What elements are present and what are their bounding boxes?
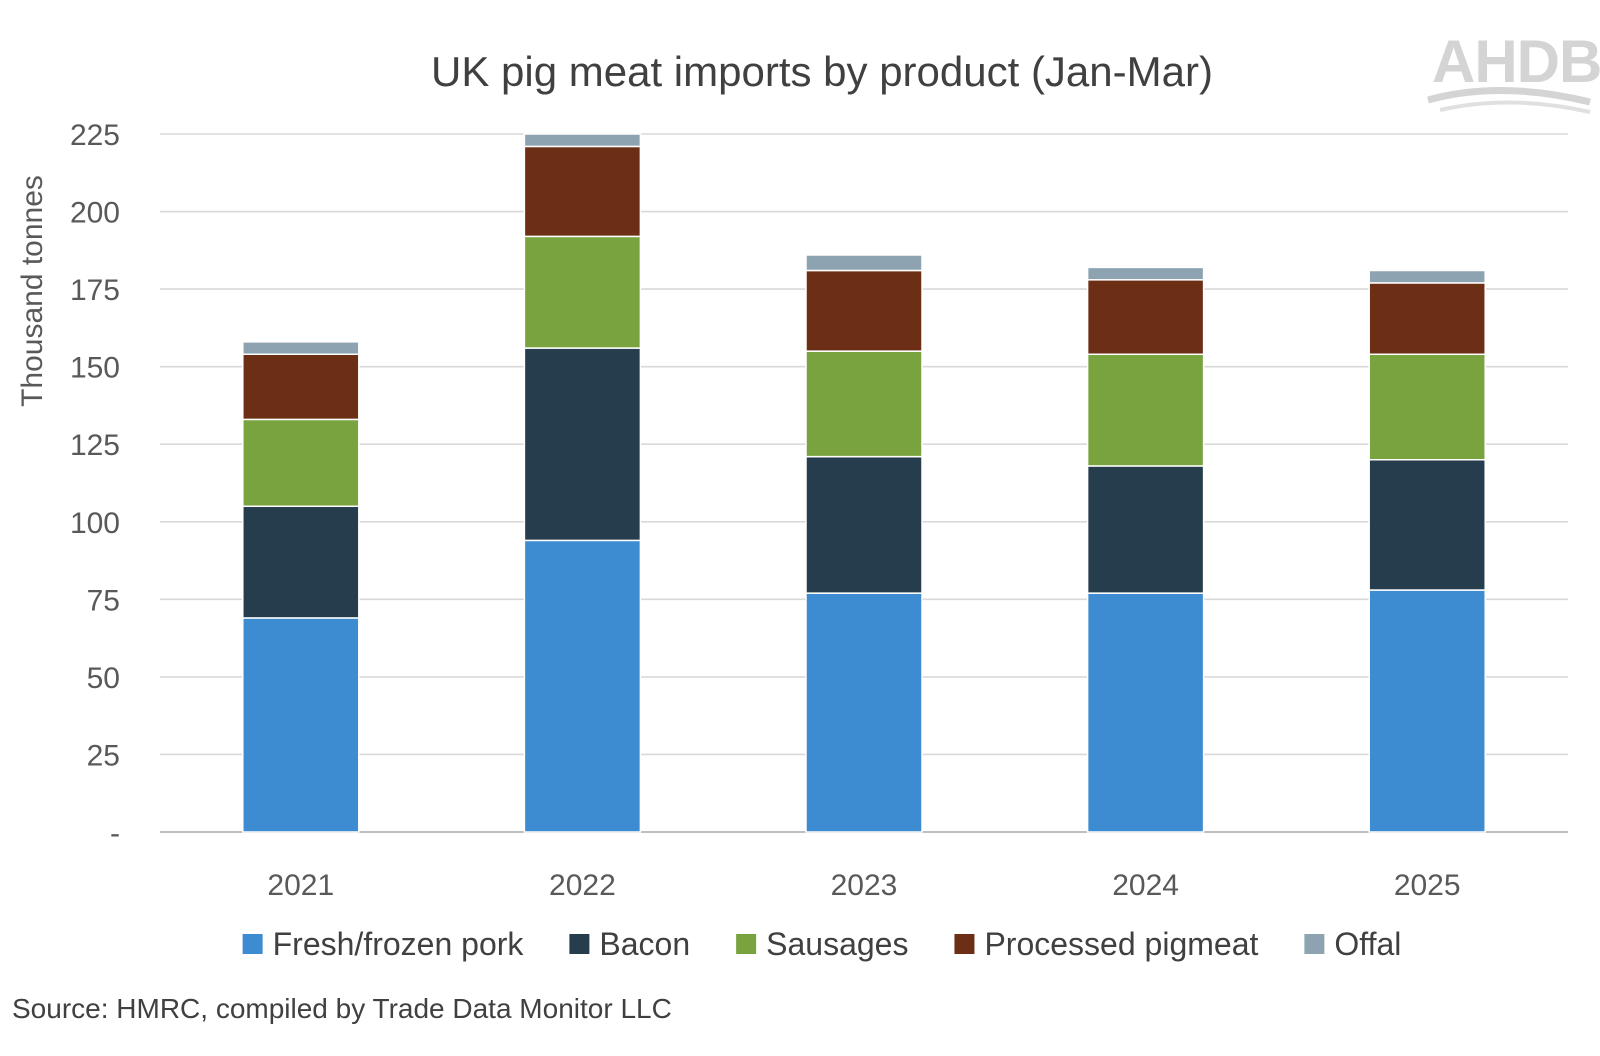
bar-segment-fresh-frozen-pork	[805, 592, 923, 833]
y-tick-label: 225	[70, 119, 120, 152]
bar-segment-sausages	[242, 418, 360, 508]
ahdb-logo: AHDB	[1427, 28, 1600, 114]
y-tick-label: 50	[87, 662, 120, 695]
bar-segment-bacon	[805, 455, 923, 594]
y-tick-label: 125	[70, 429, 120, 462]
bar-segment-processed-pigmeat	[523, 145, 642, 238]
bar-segment-bacon	[242, 505, 360, 619]
logo-text: AHDB	[1432, 28, 1600, 95]
bar-segment-bacon	[523, 347, 642, 542]
legend-item-fresh-frozen-pork: Fresh/frozen pork	[242, 926, 525, 962]
legend: Fresh/frozen pork Bacon Sausages Processed …	[242, 926, 1401, 962]
legend-label: Offal	[1334, 926, 1401, 962]
bar-segment-bacon	[1086, 465, 1205, 594]
logo-swoosh	[1427, 86, 1591, 106]
bar-stack-2024	[1086, 266, 1205, 833]
legend-swatch	[569, 934, 590, 954]
chart-title: UK pig meat imports by product (Jan-Mar)	[431, 48, 1213, 95]
legend-swatch	[1304, 934, 1325, 954]
y-tick-label: 75	[87, 584, 120, 617]
bar-segment-offal	[805, 254, 923, 272]
y-tick-label: -	[110, 817, 120, 850]
bar-segment-processed-pigmeat	[242, 353, 360, 421]
bar-segment-processed-pigmeat	[1086, 279, 1205, 356]
y-tick-label: 175	[70, 274, 120, 307]
x-tick-label: 2022	[549, 869, 616, 902]
bar-segment-fresh-frozen-pork	[523, 539, 642, 833]
bar-segment-sausages	[1368, 353, 1486, 461]
bar-segment-fresh-frozen-pork	[1368, 589, 1486, 833]
legend-item-bacon: Bacon	[569, 926, 690, 962]
legend-label: Fresh/frozen pork	[273, 926, 525, 962]
bar-segment-offal	[1368, 269, 1486, 284]
legend-label: Processed pigmeat	[984, 926, 1258, 962]
source-note: Source: HMRC, compiled by Trade Data Mon…	[12, 993, 672, 1024]
legend-swatch	[242, 934, 263, 954]
y-tick-label: 150	[70, 352, 120, 385]
bar-segment-offal	[523, 133, 642, 148]
bar-stack-2021	[242, 341, 360, 833]
y-tick-label: 25	[87, 739, 120, 772]
x-tick-label: 2023	[831, 869, 898, 902]
bar-segment-sausages	[805, 350, 923, 458]
logo-swoosh-2	[1439, 100, 1591, 114]
bars	[242, 133, 1486, 833]
y-axis-title: Thousand tonnes	[16, 175, 49, 407]
legend-item-sausages: Sausages	[736, 926, 908, 962]
y-axis-ticks: - 25 50 75 100 125 150 175 200 225	[70, 119, 120, 850]
legend-swatch	[954, 934, 975, 954]
legend-item-processed-pigmeat: Processed pigmeat	[954, 926, 1258, 962]
bar-segment-offal	[242, 341, 360, 356]
legend-item-offal: Offal	[1304, 926, 1401, 962]
bar-stack-2023	[805, 254, 923, 833]
bar-segment-offal	[1086, 266, 1205, 281]
legend-swatch	[736, 934, 757, 954]
legend-label: Sausages	[766, 926, 908, 962]
bar-segment-fresh-frozen-pork	[1086, 592, 1205, 833]
y-tick-label: 200	[70, 197, 120, 230]
x-tick-label: 2024	[1112, 869, 1179, 902]
legend-label: Bacon	[599, 926, 690, 962]
bar-segment-processed-pigmeat	[805, 269, 923, 352]
bar-stack-2025	[1368, 269, 1486, 833]
bar-segment-processed-pigmeat	[1368, 282, 1486, 356]
y-tick-label: 100	[70, 507, 120, 540]
x-tick-label: 2025	[1394, 869, 1461, 902]
bar-segment-bacon	[1368, 458, 1486, 591]
bar-segment-sausages	[1086, 353, 1205, 467]
bar-stack-2022	[523, 133, 642, 833]
x-axis-ticks: 2021 2022 2023 2024 2025	[267, 869, 1460, 902]
bar-segment-sausages	[523, 235, 642, 349]
x-tick-label: 2021	[267, 869, 334, 902]
bar-segment-fresh-frozen-pork	[242, 617, 360, 833]
